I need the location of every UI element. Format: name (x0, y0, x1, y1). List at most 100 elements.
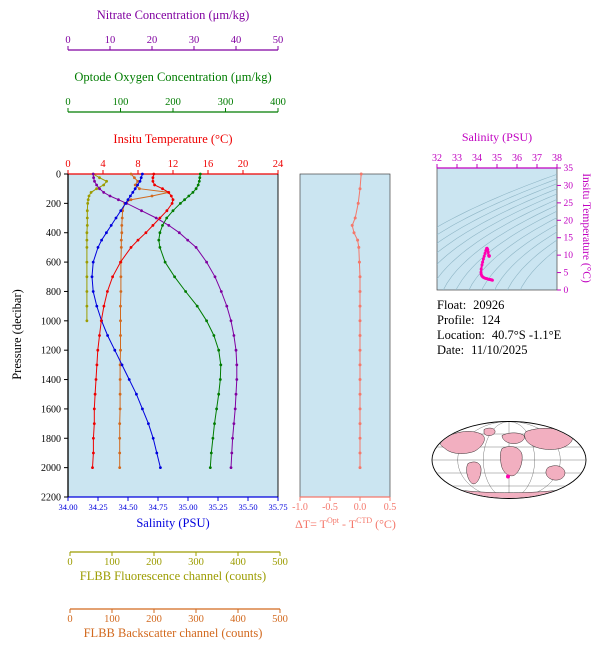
isopycnal-contour (481, 224, 557, 290)
svg-text:500: 500 (272, 614, 288, 625)
location-value: 40.7°S -1.1°E (491, 328, 562, 342)
float-location-marker (506, 474, 510, 479)
svg-text:35.50: 35.50 (238, 502, 257, 512)
svg-text:600: 600 (46, 258, 61, 269)
isopycnal-contour (442, 204, 557, 290)
series-fluorescence (85, 172, 108, 323)
svg-text:200: 200 (146, 557, 162, 568)
svg-text:1400: 1400 (41, 375, 61, 386)
svg-text:-0.5: -0.5 (322, 502, 338, 513)
svg-text:1000: 1000 (41, 316, 61, 327)
fluorescence-axis-title: FLBB Fluorescence channel (counts) (79, 569, 267, 583)
svg-text:34: 34 (472, 153, 482, 164)
svg-text:2200: 2200 (41, 493, 61, 504)
svg-text:34.50: 34.50 (118, 502, 137, 512)
series-temperature (91, 172, 175, 469)
float-value: 20926 (473, 298, 505, 312)
svg-text:8: 8 (135, 159, 140, 170)
svg-text:34.75: 34.75 (148, 502, 167, 512)
isopycnal-contour (506, 239, 557, 290)
ts-profile-curve (479, 246, 494, 282)
svg-text:300: 300 (188, 614, 204, 625)
isopycnal-contour (437, 199, 557, 280)
svg-text:30: 30 (189, 35, 200, 46)
svg-text:1200: 1200 (41, 346, 61, 357)
svg-text:30: 30 (564, 181, 574, 191)
svg-text:34.00: 34.00 (58, 502, 77, 512)
delta-t-title-sup-opt: Opt (327, 516, 340, 525)
svg-text:400: 400 (230, 557, 246, 568)
svg-text:15: 15 (564, 234, 574, 244)
svg-text:1800: 1800 (41, 434, 61, 445)
svg-text:20: 20 (147, 35, 158, 46)
date-label: Date: (437, 343, 465, 357)
continent-europe (501, 432, 525, 444)
svg-text:20: 20 (238, 159, 249, 170)
continent-africa (500, 446, 523, 477)
svg-text:20: 20 (564, 216, 574, 226)
svg-text:300: 300 (188, 557, 204, 568)
svg-text:37: 37 (532, 153, 542, 164)
svg-text:16: 16 (203, 159, 214, 170)
svg-text:32: 32 (432, 153, 442, 164)
svg-text:0: 0 (65, 97, 70, 108)
isopycnal-contour (437, 193, 557, 265)
series-oxygen (157, 172, 223, 469)
continent-australia (545, 465, 566, 481)
svg-text:0: 0 (56, 170, 61, 181)
delta-t-title-mid: - T (339, 517, 357, 531)
svg-text:0: 0 (65, 35, 70, 46)
svg-text:400: 400 (46, 228, 61, 239)
svg-text:300: 300 (218, 97, 234, 108)
svg-text:35.75: 35.75 (268, 502, 287, 512)
svg-text:36: 36 (512, 153, 522, 164)
svg-text:40: 40 (231, 35, 242, 46)
isopycnal-contour (494, 231, 557, 290)
delta-t-panel: -1.0 -0.5 0.0 0.5 (292, 172, 396, 513)
svg-text:0: 0 (65, 159, 70, 170)
svg-text:34.25: 34.25 (88, 502, 107, 512)
svg-text:4: 4 (100, 159, 106, 170)
svg-text:800: 800 (46, 287, 61, 298)
profile-label: Profile: (437, 313, 475, 327)
ts-salinity-axis-title: Salinity (PSU) (461, 130, 533, 144)
svg-text:400: 400 (230, 614, 246, 625)
profile-info-row: Profile: 124 (437, 313, 561, 328)
svg-text:100: 100 (104, 557, 120, 568)
date-value: 11/10/2025 (471, 343, 528, 357)
svg-text:0: 0 (564, 286, 569, 296)
isopycnal-contour (437, 183, 557, 244)
oxygen-axis-title: Optode Oxygen Concentration (μm/kg) (74, 70, 272, 84)
svg-text:100: 100 (104, 614, 120, 625)
float-info-block: Float: 20926 Profile: 124 Location: 40.7°S … (437, 298, 561, 358)
backscatter-axis-title: FLBB Backscatter channel (counts) (83, 626, 263, 640)
float-label: Float: (437, 298, 467, 312)
svg-text:24: 24 (273, 159, 284, 170)
svg-text:33: 33 (452, 153, 462, 164)
svg-text:0: 0 (67, 557, 72, 568)
svg-text:2000: 2000 (41, 463, 61, 474)
island-greenland (483, 427, 496, 436)
svg-text:35.25: 35.25 (208, 502, 227, 512)
svg-text:10: 10 (564, 251, 574, 261)
svg-text:200: 200 (46, 199, 61, 210)
continent-south-america (466, 461, 482, 485)
svg-text:-1.0: -1.0 (292, 502, 308, 513)
svg-text:5: 5 (564, 269, 569, 279)
ts-temperature-axis-title: Insitu Temperature (°C) (580, 173, 592, 283)
svg-text:1600: 1600 (41, 404, 61, 415)
location-info-row: Location: 40.7°S -1.1°E (437, 328, 561, 343)
delta-t-title-post: (°C) (372, 517, 396, 531)
pressure-axis-title: Pressure (decibar) (10, 289, 24, 380)
isopycnal-contour (455, 210, 557, 290)
svg-text:38: 38 (552, 153, 562, 164)
delta-t-axis-title: ΔT= TOpt - TCTD (°C) (283, 516, 408, 532)
svg-text:200: 200 (146, 614, 162, 625)
svg-text:500: 500 (272, 557, 288, 568)
isopycnal-contour (437, 174, 557, 228)
svg-text:35: 35 (492, 153, 502, 164)
float-info-row: Float: 20926 (437, 298, 561, 313)
svg-text:35.00: 35.00 (178, 502, 197, 512)
